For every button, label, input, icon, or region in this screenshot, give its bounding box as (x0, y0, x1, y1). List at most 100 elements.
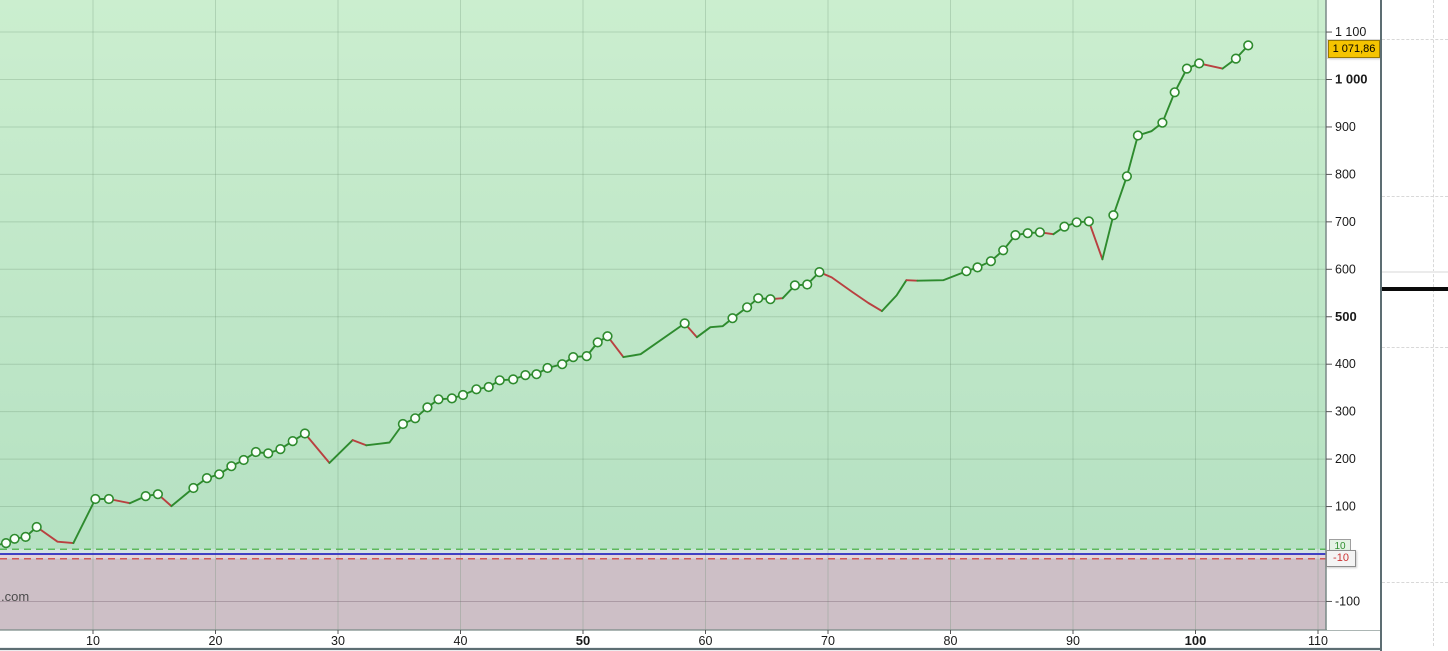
trade-marker[interactable] (287, 436, 298, 447)
trade-marker[interactable] (238, 454, 249, 466)
y-tick-label: 400 (1335, 357, 1356, 371)
trade-marker[interactable] (1059, 221, 1070, 232)
trade-marker[interactable] (679, 318, 690, 329)
trade-marker[interactable] (9, 533, 20, 544)
y-axis-background (1327, 0, 1381, 630)
trade-marker[interactable] (471, 384, 482, 395)
equity-segment-win (1052, 220, 1090, 236)
trade-marker[interactable] (1010, 230, 1021, 241)
watermark: .com (1, 589, 30, 604)
x-tick-label: 100 (1185, 633, 1207, 648)
trade-marker[interactable] (531, 369, 542, 380)
trade-marker[interactable] (1132, 130, 1143, 141)
trade-marker[interactable] (814, 267, 825, 278)
trade-marker[interactable] (31, 521, 42, 533)
trade-marker[interactable] (581, 351, 592, 362)
trade-marker[interactable] (508, 374, 519, 385)
trade-marker[interactable] (422, 402, 433, 413)
x-tick-label: 60 (699, 634, 713, 648)
trade-marker[interactable] (0, 537, 12, 549)
equity-segment-loss (351, 439, 368, 447)
below-zero-band (0, 554, 1326, 559)
trade-marker[interactable] (410, 413, 421, 424)
side-panel (1380, 0, 1448, 651)
trade-marker[interactable] (1071, 217, 1082, 228)
trade-marker[interactable] (961, 266, 972, 277)
trade-marker[interactable] (1083, 216, 1094, 227)
trade-marker[interactable] (20, 531, 31, 543)
x-tick-label: 50 (576, 633, 590, 648)
trade-marker[interactable] (998, 245, 1009, 256)
trade-marker[interactable] (1181, 63, 1192, 74)
trade-marker[interactable] (1169, 87, 1180, 98)
trade-marker[interactable] (542, 362, 553, 374)
trade-marker[interactable] (741, 302, 753, 313)
trade-marker[interactable] (1108, 210, 1119, 221)
trade-marker[interactable] (214, 469, 225, 480)
equity-segment-win (328, 439, 354, 464)
y-tick-label: 900 (1335, 120, 1356, 134)
trade-marker[interactable] (263, 448, 274, 459)
equity-segment-loss (905, 279, 919, 282)
x-tick-label: 20 (209, 634, 223, 648)
trade-marker[interactable] (494, 375, 505, 386)
x-axis: 10 20 30 40 50 60 70 80 90 100 110 (0, 630, 1381, 651)
trade-marker[interactable] (802, 279, 813, 290)
trade-marker[interactable] (433, 394, 444, 405)
y-tick-label: 600 (1335, 262, 1356, 276)
trade-marker[interactable] (1194, 58, 1205, 69)
trade-marker[interactable] (103, 493, 114, 505)
trade-marker[interactable] (446, 393, 458, 404)
side-panel-gridline (1382, 347, 1448, 348)
trade-marker[interactable] (397, 418, 409, 430)
gridlines (0, 0, 1326, 630)
trade-marker[interactable] (602, 331, 613, 342)
trade-marker[interactable] (1022, 228, 1033, 239)
trade-marker[interactable] (1243, 40, 1254, 51)
loss-zone (0, 558, 1326, 630)
trade-marker[interactable] (568, 352, 579, 363)
y-tick-label: 1 100 (1335, 25, 1366, 39)
trade-marker[interactable] (1230, 53, 1241, 64)
x-tick-label: 70 (821, 634, 835, 648)
y-axis: 1 100 1 000 900 800 700 600 500 400 300 200 100 -10… (1326, 0, 1381, 630)
trade-marker[interactable] (1121, 171, 1132, 182)
trade-marker[interactable] (483, 381, 494, 393)
trade-marker[interactable] (188, 482, 199, 494)
y-tick-label: 200 (1335, 452, 1356, 466)
trade-marker[interactable] (152, 489, 163, 500)
trade-marker[interactable] (557, 359, 568, 370)
side-panel-gridline (1382, 39, 1448, 40)
trade-marker[interactable] (226, 461, 237, 472)
trade-markers (0, 40, 1254, 549)
equity-segment-win (622, 322, 686, 359)
trade-marker[interactable] (753, 293, 764, 304)
trade-marker[interactable] (457, 389, 469, 401)
trade-marker[interactable] (592, 337, 603, 348)
side-panel-gridline (1433, 0, 1434, 646)
equity-segment-loss (303, 432, 331, 464)
x-tick-label: 80 (944, 634, 958, 648)
trade-marker[interactable] (250, 446, 261, 458)
trade-marker[interactable] (201, 473, 212, 484)
above-zero-band (0, 549, 1326, 554)
trade-marker[interactable] (90, 493, 101, 505)
equity-segment-win (781, 271, 821, 300)
y-tick-label: 300 (1335, 405, 1356, 419)
trade-marker[interactable] (140, 491, 151, 502)
trade-marker[interactable] (520, 370, 531, 381)
x-tick-label: 10 (86, 634, 100, 648)
trade-marker[interactable] (1157, 117, 1168, 128)
trade-marker[interactable] (299, 428, 311, 439)
trade-marker[interactable] (1034, 227, 1045, 238)
trade-marker[interactable] (275, 444, 286, 455)
trade-marker[interactable] (789, 280, 801, 291)
trade-marker[interactable] (985, 256, 997, 267)
trade-marker[interactable] (727, 313, 738, 324)
equity-segment-loss (1087, 220, 1104, 261)
trade-marker[interactable] (972, 262, 983, 273)
plot-area[interactable] (0, 0, 1326, 630)
y-tick-label: 1 000 (1335, 72, 1368, 87)
trade-marker[interactable] (765, 294, 776, 305)
